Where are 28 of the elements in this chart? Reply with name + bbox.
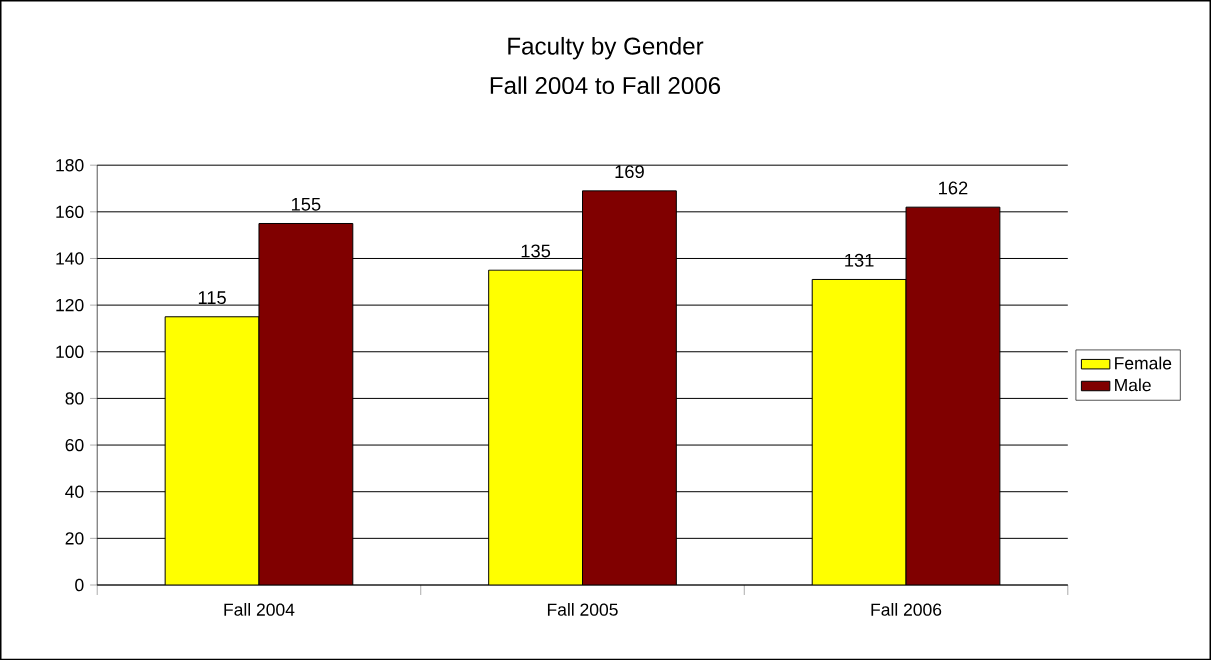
y-tick-label: 160 (56, 205, 84, 218)
y-tick-label: 20 (65, 532, 84, 545)
y-tick-label: 120 (56, 298, 84, 312)
y-tick-label: 80 (65, 392, 84, 405)
y-tick-label: 100 (56, 345, 84, 358)
data-label: 162 (939, 181, 968, 195)
x-tick-label: Fall 2004 (224, 602, 295, 616)
y-tick-label: 140 (56, 252, 84, 265)
x-tick-label: Fall 2006 (871, 602, 942, 616)
bar (582, 190, 677, 585)
data-label: 169 (615, 165, 644, 179)
data-label: 135 (521, 244, 551, 258)
legend-label: Female (1115, 356, 1172, 370)
bar (811, 278, 907, 585)
x-tick-label: Fall 2005 (547, 602, 618, 616)
y-tick-label: 60 (65, 438, 84, 452)
chart-title: Faculty by Gender (508, 36, 704, 60)
bar (258, 222, 354, 585)
y-tick-label: 40 (65, 485, 84, 498)
y-tick-label: 180 (56, 158, 84, 172)
bar (905, 206, 1001, 585)
chart-subtitle: Fall 2004 to Fall 2006 (490, 76, 721, 94)
bar (488, 269, 584, 585)
legend-label: Male (1115, 378, 1151, 392)
data-label: 115 (198, 291, 226, 304)
y-tick-label: 0 (75, 578, 84, 592)
bar (164, 316, 260, 585)
data-label: 155 (291, 197, 321, 211)
